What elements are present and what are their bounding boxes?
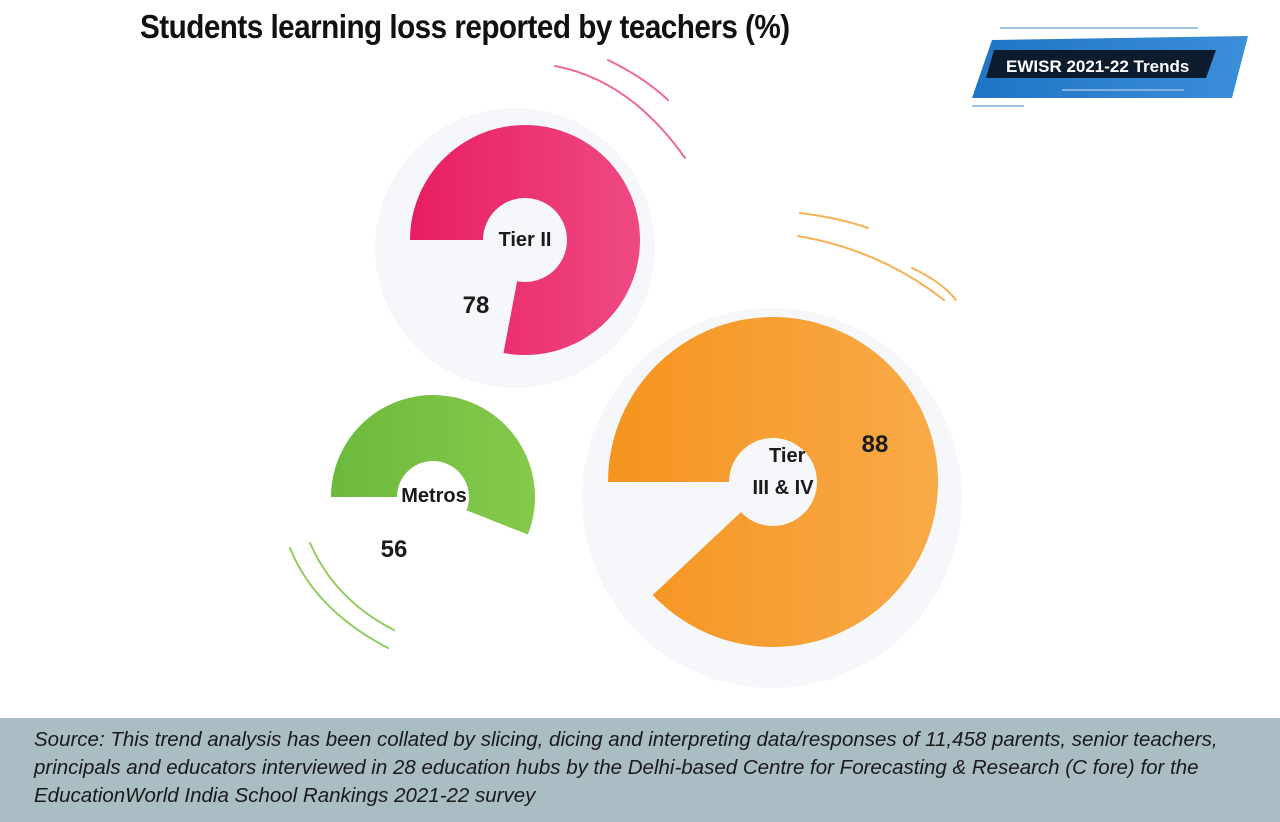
tier34-label: Tier III & IV bbox=[752, 445, 814, 499]
tier34-label-line2: III & IV bbox=[752, 477, 814, 499]
tier2-value: 78 bbox=[463, 292, 490, 319]
tier2-ring bbox=[410, 125, 640, 356]
tier34-value: 88 bbox=[862, 431, 889, 458]
trends-badge bbox=[972, 27, 1248, 107]
metros-value: 56 bbox=[381, 536, 408, 563]
metros-label: Metros bbox=[401, 485, 467, 507]
decorative-arcs bbox=[289, 59, 957, 649]
donut-chart: Tier II 78 Metros 56 Tier III & IV 88 bbox=[289, 59, 962, 688]
tier2-label: Tier II bbox=[499, 229, 552, 251]
tier34-ring bbox=[608, 316, 938, 647]
tier34-label-line1: Tier bbox=[769, 445, 806, 467]
source-footer: Source: This trend analysis has been col… bbox=[0, 718, 1280, 822]
source-text: Source: This trend analysis has been col… bbox=[34, 728, 1218, 807]
badge-label: EWISR 2021-22 Trends bbox=[1006, 57, 1190, 76]
metros-ring bbox=[331, 395, 536, 535]
chart-title: Students learning loss reported by teach… bbox=[140, 8, 790, 45]
